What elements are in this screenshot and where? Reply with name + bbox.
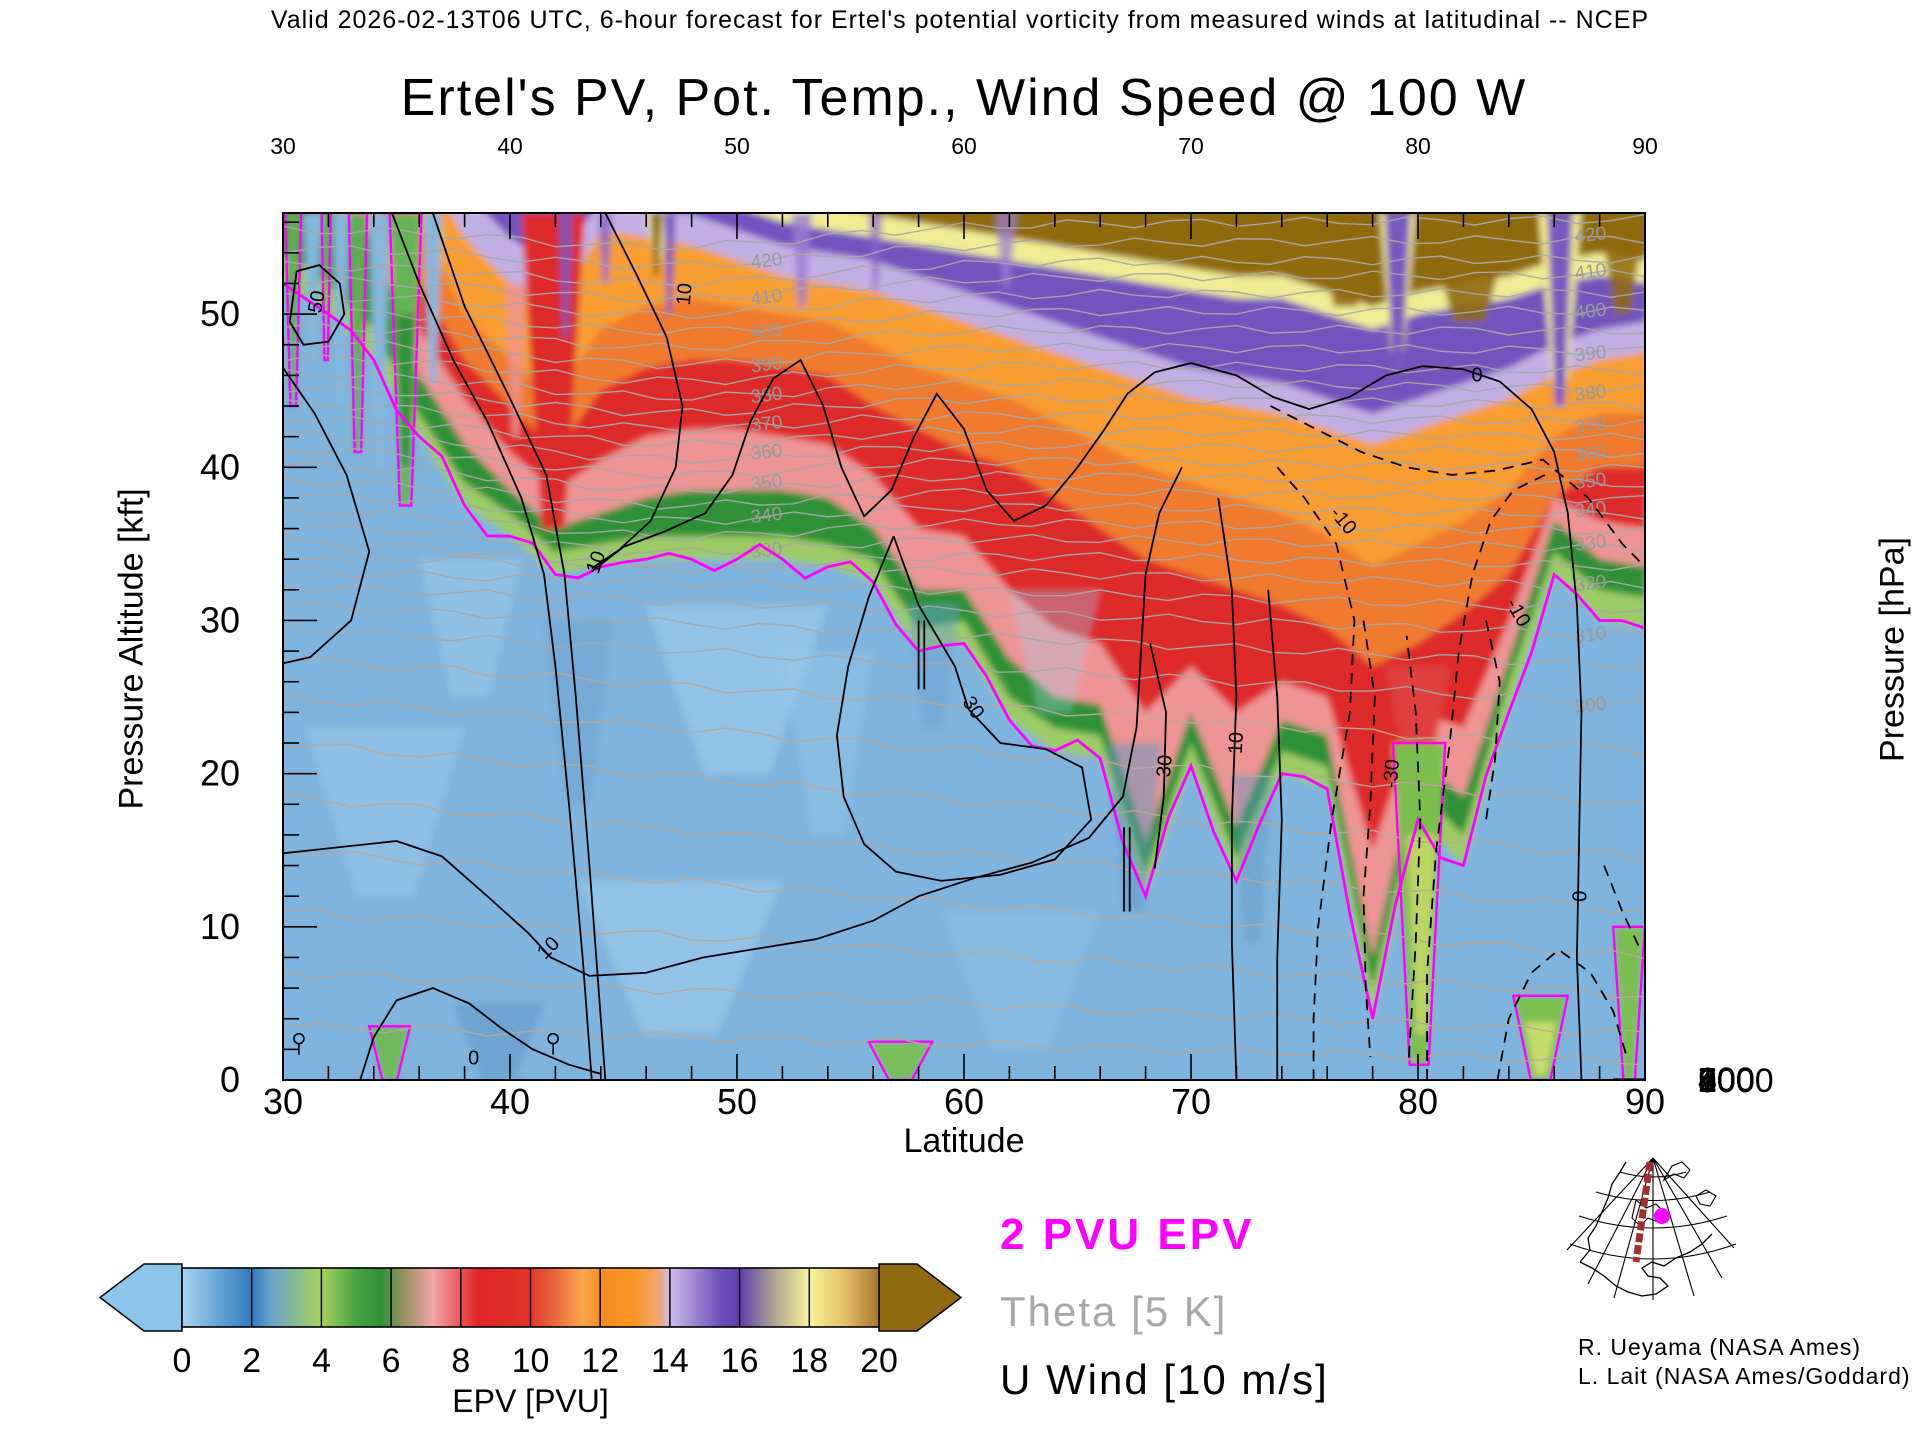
svg-text:900: 900 xyxy=(1698,1062,1755,1100)
svg-text:320: 320 xyxy=(1574,572,1608,597)
svg-text:16: 16 xyxy=(721,1342,759,1380)
svg-text:50: 50 xyxy=(717,1081,757,1122)
svg-text:60: 60 xyxy=(944,1081,984,1122)
svg-text:300: 300 xyxy=(1574,694,1608,719)
svg-text:20: 20 xyxy=(200,753,240,794)
credit-line-1: R. Ueyama (NASA Ames) xyxy=(1578,1334,1862,1360)
svg-text:10: 10 xyxy=(1225,731,1248,754)
svg-text:380: 380 xyxy=(750,383,784,408)
legend-u-wind: U Wind [10 m/s] xyxy=(1000,1356,1329,1403)
svg-text:40: 40 xyxy=(497,133,523,159)
svg-text:10: 10 xyxy=(512,1342,550,1380)
svg-text:350: 350 xyxy=(1574,469,1608,494)
right-axis-title: Pressure [hPa] xyxy=(1873,537,1912,762)
svg-text:18: 18 xyxy=(790,1342,828,1380)
svg-text:500: 500 xyxy=(1698,1062,1755,1100)
svg-text:40: 40 xyxy=(490,1081,530,1122)
svg-text:50: 50 xyxy=(724,133,750,159)
svg-text:800: 800 xyxy=(1698,1062,1755,1100)
svg-text:10: 10 xyxy=(673,282,697,306)
plot-axes: 3030404050506060707080809090010203040501… xyxy=(200,133,1774,1122)
svg-text:6: 6 xyxy=(382,1342,401,1380)
theta-contours: 3303403503603703803904004104203003103203… xyxy=(283,213,1645,1066)
svg-text:410: 410 xyxy=(750,285,784,310)
svg-text:60: 60 xyxy=(951,133,977,159)
left-axis-title: Pressure Altitude [kft] xyxy=(112,488,151,810)
svg-text:0: 0 xyxy=(1569,890,1591,902)
svg-text:330: 330 xyxy=(750,538,784,563)
svg-text:300: 300 xyxy=(1698,1062,1755,1100)
svg-text:340: 340 xyxy=(750,504,784,529)
svg-text:80: 80 xyxy=(1405,133,1431,159)
svg-text:70: 70 xyxy=(1171,1081,1211,1122)
epv-colorbar: 0 2 4 6 8 10 12 14 16 18 20 xyxy=(98,1263,963,1380)
svg-text:14: 14 xyxy=(651,1342,689,1380)
svg-text:390: 390 xyxy=(750,353,784,378)
svg-text:360: 360 xyxy=(1574,442,1608,467)
epv-fill-field xyxy=(283,213,1645,1080)
svg-text:370: 370 xyxy=(1574,414,1608,439)
svg-text:420: 420 xyxy=(1574,223,1608,248)
svg-text:30: 30 xyxy=(200,599,240,640)
inset-location-map xyxy=(1566,1157,1737,1300)
svg-text:0: 0 xyxy=(173,1342,192,1380)
svg-text:1000: 1000 xyxy=(1698,1062,1774,1100)
svg-text:390: 390 xyxy=(1574,342,1608,367)
svg-text:40: 40 xyxy=(200,446,240,487)
svg-text:8: 8 xyxy=(451,1342,470,1380)
pv2-contour xyxy=(283,282,1645,1020)
legend-pv2-epv: 2 PVU EPV xyxy=(1000,1210,1255,1259)
svg-text:90: 90 xyxy=(1625,1081,1665,1122)
svg-text:0: 0 xyxy=(1471,364,1482,386)
svg-text:350: 350 xyxy=(750,471,784,496)
svg-text:700: 700 xyxy=(1698,1062,1755,1100)
legend-theta: Theta [5 K] xyxy=(1000,1288,1228,1335)
svg-text:50: 50 xyxy=(200,293,240,334)
svg-text:90: 90 xyxy=(1632,133,1658,159)
svg-text:70: 70 xyxy=(1178,133,1204,159)
svg-text:-30: -30 xyxy=(1380,758,1404,789)
svg-text:10: 10 xyxy=(200,906,240,947)
svg-text:12: 12 xyxy=(581,1342,619,1380)
x-axis-title: Latitude xyxy=(903,1122,1025,1160)
svg-text:100: 100 xyxy=(1698,1061,1755,1099)
svg-text:400: 400 xyxy=(750,320,784,345)
svg-text:30: 30 xyxy=(1153,754,1177,778)
svg-text:2: 2 xyxy=(242,1342,261,1380)
colorbar-title: EPV [PVU] xyxy=(452,1383,609,1419)
page-title: Ertel's PV, Pot. Temp., Wind Speed @ 100… xyxy=(400,69,1528,127)
svg-text:410: 410 xyxy=(1574,260,1608,285)
svg-text:200: 200 xyxy=(1698,1061,1755,1099)
svg-text:50: 50 xyxy=(304,289,330,315)
svg-text:0: 0 xyxy=(220,1059,240,1100)
svg-text:400: 400 xyxy=(1574,299,1608,324)
svg-text:0: 0 xyxy=(468,1048,479,1070)
svg-text:360: 360 xyxy=(750,440,784,465)
svg-text:420: 420 xyxy=(750,249,784,274)
svg-text:4: 4 xyxy=(312,1342,331,1380)
svg-text:330: 330 xyxy=(1574,531,1608,556)
svg-text:370: 370 xyxy=(750,412,784,437)
validity-header: Valid 2026-02-13T06 UTC, 6-hour forecast… xyxy=(270,6,1650,34)
credit-line-2: L. Lait (NASA Ames/Goddard) xyxy=(1578,1363,1911,1389)
svg-text:400: 400 xyxy=(1698,1062,1755,1100)
svg-text:600: 600 xyxy=(1698,1062,1755,1100)
svg-text:30: 30 xyxy=(270,133,296,159)
svg-text:30: 30 xyxy=(263,1081,303,1122)
svg-text:380: 380 xyxy=(1574,381,1608,406)
svg-text:20: 20 xyxy=(860,1342,898,1380)
svg-text:80: 80 xyxy=(1398,1081,1438,1122)
